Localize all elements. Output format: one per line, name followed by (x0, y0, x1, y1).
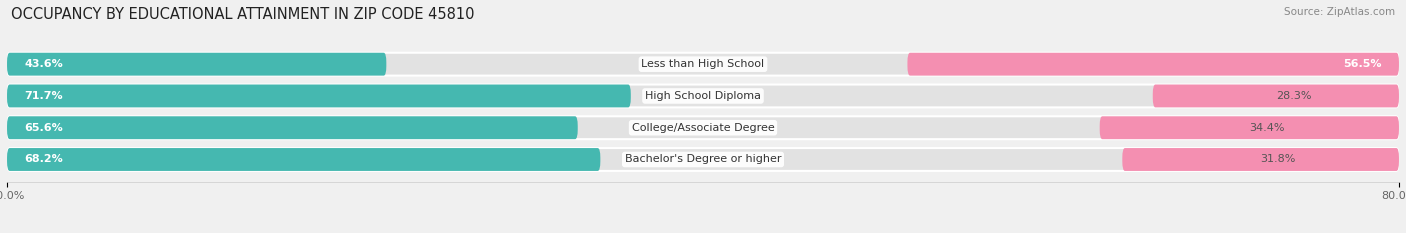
FancyBboxPatch shape (7, 148, 1399, 171)
Text: 34.4%: 34.4% (1250, 123, 1285, 133)
Text: 65.6%: 65.6% (24, 123, 63, 133)
Text: Less than High School: Less than High School (641, 59, 765, 69)
FancyBboxPatch shape (7, 116, 578, 139)
Text: College/Associate Degree: College/Associate Degree (631, 123, 775, 133)
Text: 68.2%: 68.2% (24, 154, 63, 164)
Text: 71.7%: 71.7% (24, 91, 63, 101)
Text: 28.3%: 28.3% (1275, 91, 1312, 101)
FancyBboxPatch shape (1153, 85, 1399, 107)
Text: 31.8%: 31.8% (1261, 154, 1296, 164)
Text: 43.6%: 43.6% (24, 59, 63, 69)
FancyBboxPatch shape (7, 85, 1399, 107)
FancyBboxPatch shape (1099, 116, 1399, 139)
Legend: Owner-occupied, Renter-occupied: Owner-occupied, Renter-occupied (586, 230, 820, 233)
Text: Source: ZipAtlas.com: Source: ZipAtlas.com (1284, 7, 1395, 17)
FancyBboxPatch shape (7, 148, 600, 171)
FancyBboxPatch shape (7, 53, 387, 76)
FancyBboxPatch shape (907, 53, 1399, 76)
Text: OCCUPANCY BY EDUCATIONAL ATTAINMENT IN ZIP CODE 45810: OCCUPANCY BY EDUCATIONAL ATTAINMENT IN Z… (11, 7, 475, 22)
FancyBboxPatch shape (7, 116, 1399, 139)
FancyBboxPatch shape (7, 85, 631, 107)
FancyBboxPatch shape (1122, 148, 1399, 171)
Text: 56.5%: 56.5% (1343, 59, 1382, 69)
Text: High School Diploma: High School Diploma (645, 91, 761, 101)
FancyBboxPatch shape (7, 53, 1399, 76)
Text: Bachelor's Degree or higher: Bachelor's Degree or higher (624, 154, 782, 164)
